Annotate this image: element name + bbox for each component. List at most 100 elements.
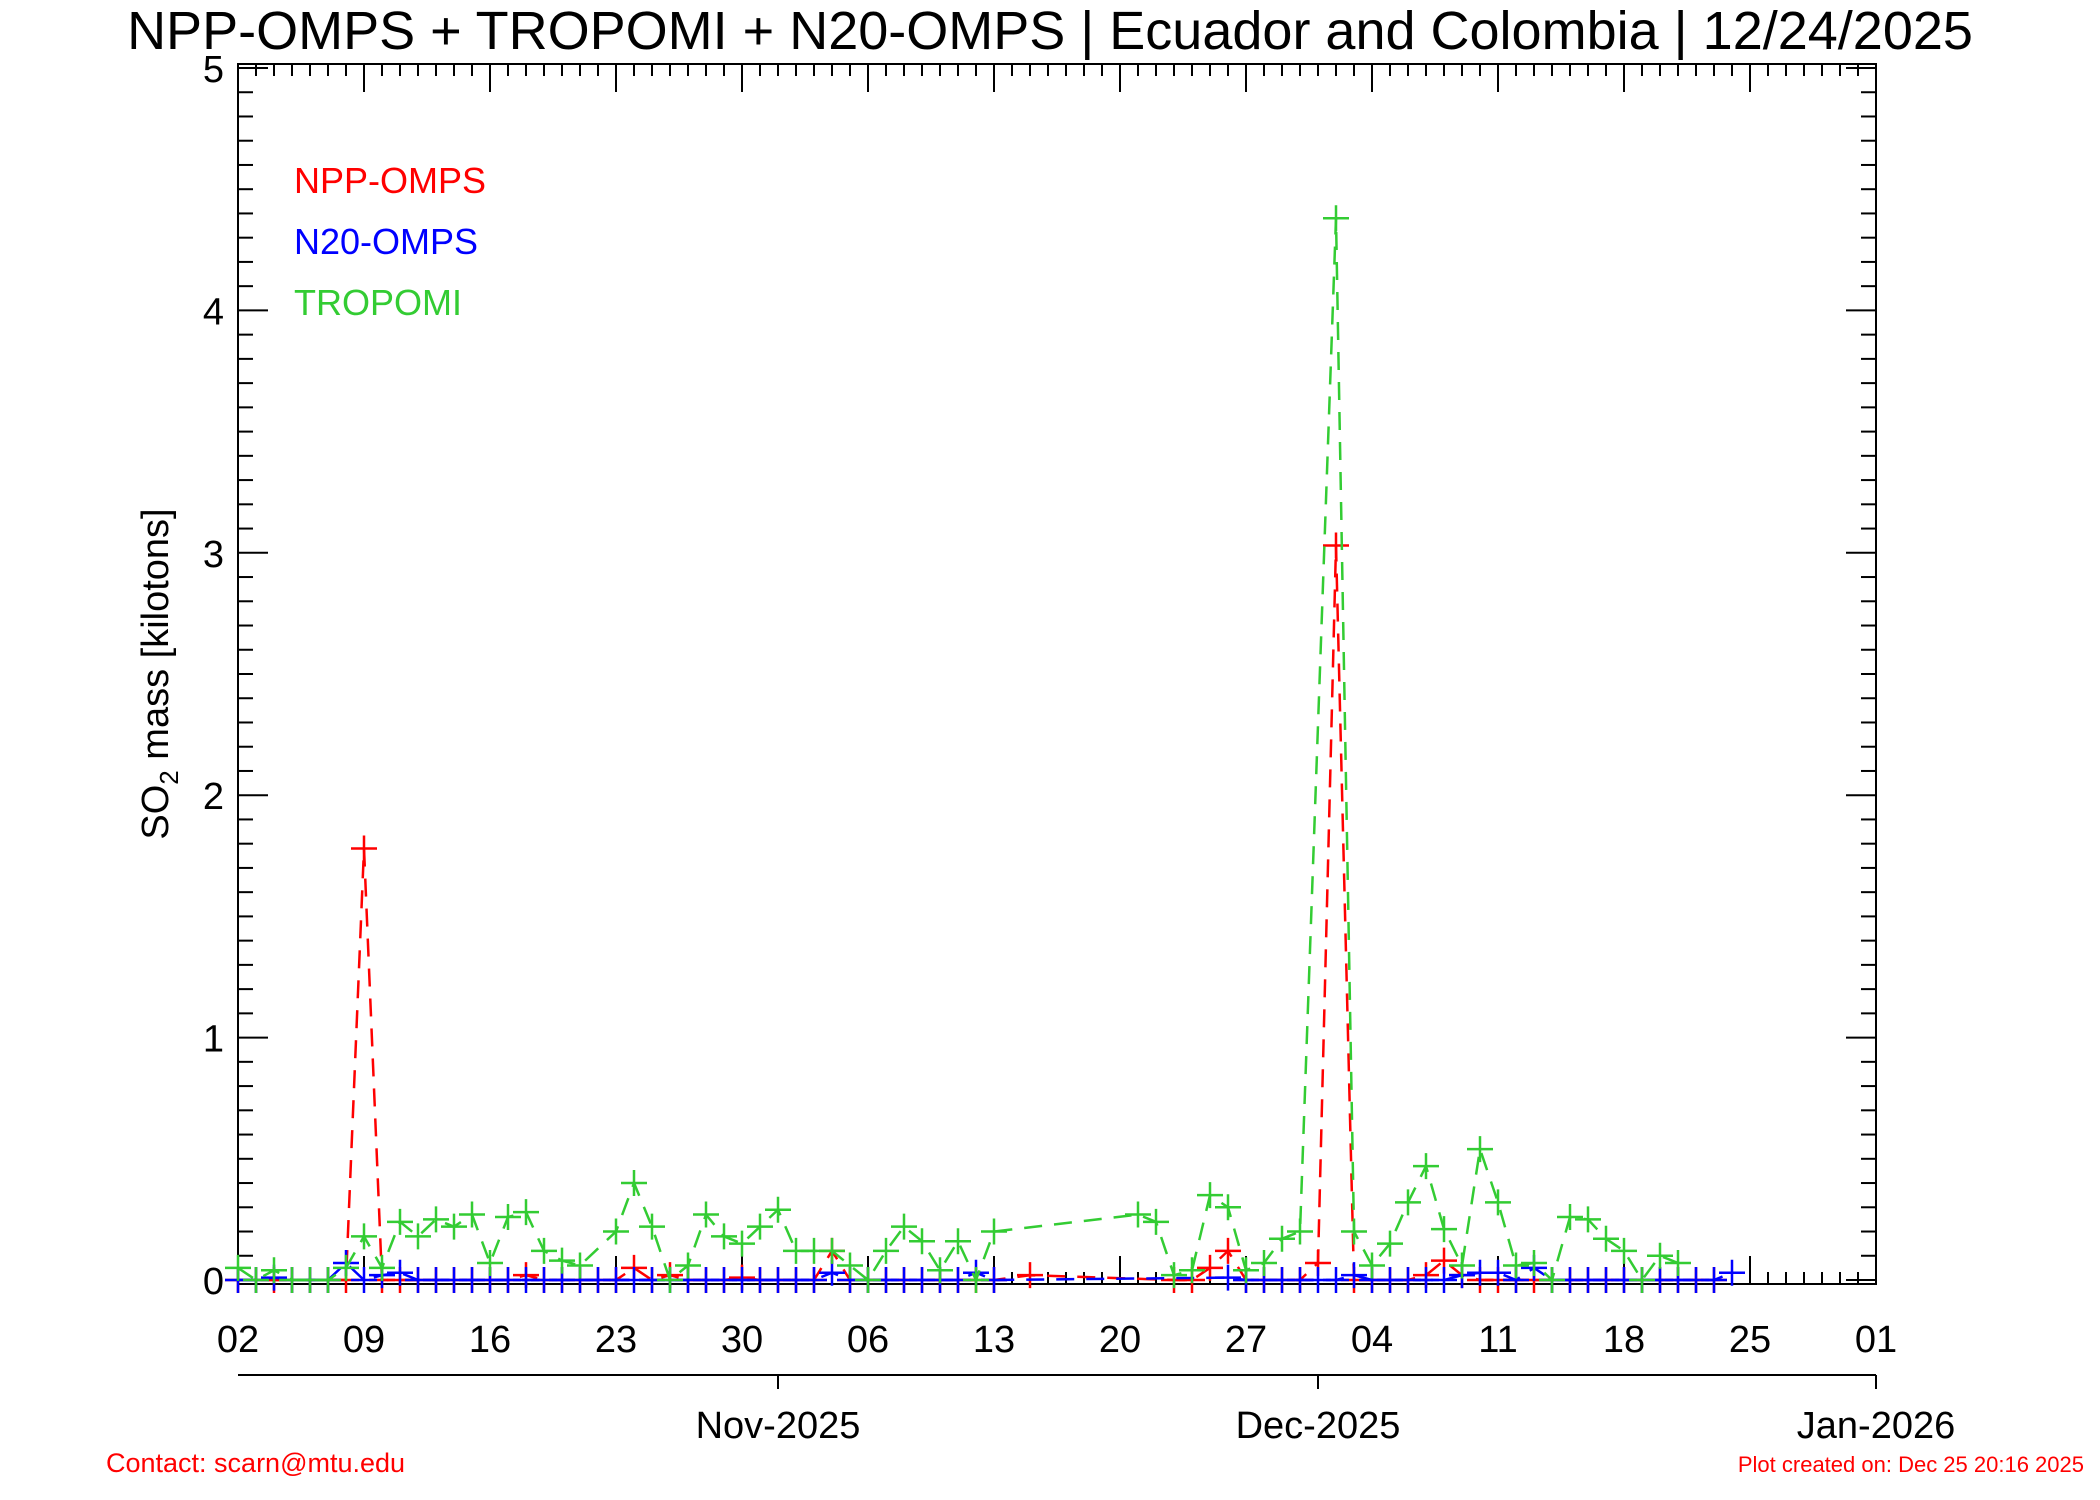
data-point-npp-omps [351,835,377,862]
data-point-tropomi [1575,1206,1601,1233]
data-point-tropomi [1215,1194,1241,1221]
data-point-tropomi [1125,1201,1151,1228]
data-point-npp-omps [1215,1237,1241,1264]
chart-title: NPP-OMPS + TROPOMI + N20-OMPS | Ecuador … [127,1,1973,61]
data-point-tropomi [729,1230,755,1257]
data-point-tropomi [1413,1153,1439,1180]
data-point-tropomi [927,1257,953,1284]
x-day-label: 09 [343,1319,385,1361]
legend-entry-n20-omps: N20-OMPS [294,221,478,262]
x-day-label: 23 [595,1319,637,1361]
data-point-tropomi [495,1203,521,1230]
data-point-tropomi [873,1237,899,1264]
legend-entry-tropomi: TROPOMI [294,282,462,323]
data-point-tropomi [1521,1250,1547,1277]
data-point-tropomi [1467,1136,1493,1163]
data-point-tropomi [1287,1218,1313,1245]
y-tick-label: 4 [203,291,224,333]
data-point-n20-omps [1701,1267,1727,1293]
x-day-label: 30 [721,1319,763,1361]
data-point-tropomi [1179,1257,1205,1284]
data-point-npp-omps [1017,1262,1043,1289]
data-point-tropomi [765,1196,791,1223]
data-point-tropomi [1611,1237,1637,1264]
data-point-tropomi [1647,1242,1673,1269]
data-point-tropomi [1593,1225,1619,1252]
data-point-tropomi [963,1267,989,1293]
data-point-tropomi [405,1223,431,1250]
series-line-npp-omps [238,545,1714,1282]
data-point-tropomi [639,1213,665,1240]
y-tick-label: 5 [203,49,224,91]
x-day-label: 06 [847,1319,889,1361]
y-tick-label: 3 [203,534,224,576]
data-point-npp-omps [1323,532,1349,559]
y-axis-label: SO2 mass [kilotons] [135,508,184,839]
data-point-tropomi [315,1267,341,1293]
data-point-n20-omps [1431,1267,1457,1293]
legend-entry-npp-omps: NPP-OMPS [294,160,486,201]
data-point-tropomi [1143,1208,1169,1235]
data-point-tropomi [837,1252,863,1279]
plot-frame [237,63,1877,1285]
data-point-tropomi [423,1206,449,1233]
month-label: Dec-2025 [1236,1405,1401,1447]
data-point-tropomi [369,1254,395,1281]
data-point-tropomi [909,1228,935,1255]
data-point-tropomi [819,1237,845,1264]
x-day-label: 25 [1729,1319,1771,1361]
data-point-tropomi [1233,1257,1259,1284]
plot-created-timestamp: Plot created on: Dec 25 20:16 2025 [1737,1452,2084,1477]
data-point-tropomi [657,1267,683,1293]
data-point-tropomi [549,1247,575,1274]
data-point-tropomi [567,1252,593,1279]
data-point-tropomi [477,1250,503,1277]
data-point-tropomi [531,1237,557,1264]
data-point-tropomi [441,1213,467,1240]
data-point-tropomi [693,1201,719,1228]
series-line-n20-omps [238,1261,1733,1282]
data-point-tropomi [1161,1262,1187,1289]
data-point-tropomi [1341,1218,1367,1245]
contact-email[interactable]: Contact: scarn@mtu.edu [106,1448,406,1478]
series-line-tropomi [237,218,1679,1284]
data-point-tropomi [1449,1252,1475,1279]
data-point-tropomi [711,1223,737,1250]
data-point-tropomi [1359,1252,1385,1279]
data-point-n20-omps [351,1267,377,1293]
x-day-label: 16 [469,1319,511,1361]
data-point-tropomi [351,1223,377,1250]
x-day-label: 20 [1099,1319,1141,1361]
data-point-tropomi [945,1228,971,1255]
month-label: Jan-2026 [1797,1405,1955,1447]
y-tick-label: 2 [203,776,224,818]
data-point-tropomi [225,1254,251,1281]
x-day-label: 11 [1478,1319,1517,1361]
data-point-tropomi [675,1252,701,1279]
y-tick-label: 1 [203,1019,224,1061]
data-point-n20-omps [801,1267,827,1293]
y-tick-label: 0 [203,1261,224,1303]
x-day-label: 18 [1603,1319,1645,1361]
data-point-tropomi [1557,1203,1583,1230]
x-day-label: 13 [973,1319,1015,1361]
x-day-label: 02 [217,1319,259,1361]
data-point-tropomi [1197,1182,1223,1209]
x-day-label: 27 [1225,1319,1267,1361]
data-point-tropomi [621,1170,647,1197]
data-point-tropomi [603,1218,629,1245]
data-point-tropomi [1629,1267,1655,1293]
data-point-n20-omps [1341,1262,1367,1289]
month-label: Nov-2025 [696,1405,861,1447]
data-point-tropomi [387,1208,413,1235]
data-point-tropomi [243,1267,269,1293]
data-point-n20-omps [1323,1267,1349,1293]
data-point-tropomi [513,1199,539,1226]
data-point-n20-omps [1719,1259,1745,1286]
data-point-tropomi [1269,1225,1295,1252]
data-point-tropomi [261,1257,287,1284]
data-point-tropomi [1395,1189,1421,1216]
data-point-n20-omps [1215,1264,1241,1291]
data-point-tropomi [1485,1189,1511,1216]
